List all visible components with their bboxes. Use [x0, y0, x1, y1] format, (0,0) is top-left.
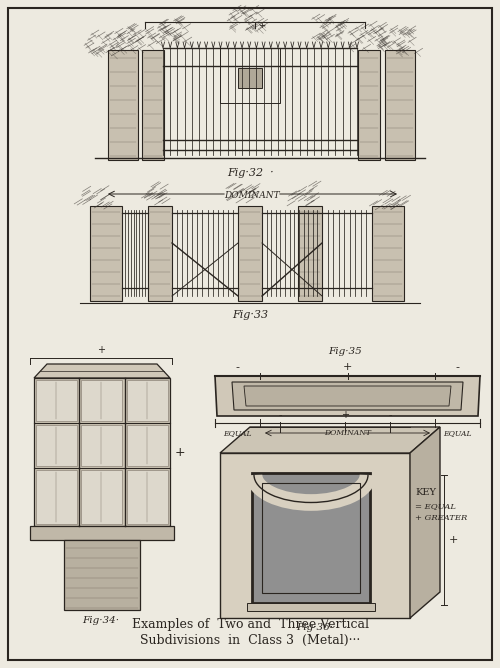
- Bar: [148, 206, 172, 301]
- Bar: [372, 206, 404, 301]
- Text: +: +: [341, 410, 349, 420]
- Text: +: +: [258, 21, 265, 29]
- Text: DOMINANT: DOMINANT: [224, 191, 280, 200]
- Text: +: +: [175, 446, 186, 460]
- Text: EQUAL: EQUAL: [443, 429, 472, 437]
- Bar: [30, 526, 174, 540]
- Bar: [127, 425, 168, 466]
- Text: = EQUAL: = EQUAL: [415, 502, 456, 510]
- Text: -: -: [278, 410, 282, 420]
- Bar: [81, 470, 122, 524]
- Text: + GREATER: + GREATER: [415, 514, 467, 522]
- Text: Fig·35: Fig·35: [328, 347, 362, 356]
- Polygon shape: [215, 376, 480, 416]
- Bar: [298, 206, 322, 301]
- Bar: [36, 470, 77, 524]
- Bar: [142, 50, 164, 160]
- Bar: [127, 380, 168, 421]
- Text: +: +: [343, 362, 352, 372]
- Bar: [81, 380, 122, 421]
- Text: Subdivisions  in  Class 3  (Metal)···: Subdivisions in Class 3 (Metal)···: [140, 634, 360, 647]
- Text: +: +: [449, 535, 458, 545]
- Text: Fig·32  ·: Fig·32 ·: [226, 168, 274, 178]
- Bar: [36, 425, 77, 466]
- Bar: [36, 380, 77, 421]
- Bar: [385, 50, 415, 160]
- Bar: [238, 68, 262, 88]
- Polygon shape: [232, 382, 463, 410]
- Bar: [220, 453, 410, 618]
- Text: -: -: [388, 410, 392, 420]
- Bar: [108, 50, 138, 160]
- Text: +: +: [97, 345, 105, 355]
- Polygon shape: [410, 427, 440, 618]
- Bar: [127, 470, 168, 524]
- Polygon shape: [244, 386, 451, 406]
- Bar: [252, 473, 370, 603]
- Bar: [34, 378, 170, 526]
- Bar: [64, 540, 140, 610]
- Bar: [90, 206, 122, 301]
- Text: -: -: [456, 362, 460, 372]
- Text: Examples of  Two and  Three Vertical: Examples of Two and Three Vertical: [132, 618, 368, 631]
- Text: Fig·33: Fig·33: [232, 310, 268, 320]
- Bar: [238, 206, 262, 301]
- Polygon shape: [220, 427, 440, 453]
- Text: EQUAL: EQUAL: [223, 429, 252, 437]
- Text: -: -: [236, 362, 240, 372]
- Text: KEY: KEY: [415, 488, 436, 497]
- Text: DOMINANT: DOMINANT: [324, 429, 371, 437]
- Text: Fig·34·: Fig·34·: [82, 616, 120, 625]
- Bar: [252, 473, 370, 603]
- Polygon shape: [34, 364, 170, 378]
- Bar: [81, 425, 122, 466]
- Bar: [262, 483, 360, 593]
- Text: Fig·36·: Fig·36·: [296, 623, 334, 632]
- Bar: [220, 48, 280, 103]
- Bar: [358, 50, 380, 160]
- Bar: [247, 603, 375, 611]
